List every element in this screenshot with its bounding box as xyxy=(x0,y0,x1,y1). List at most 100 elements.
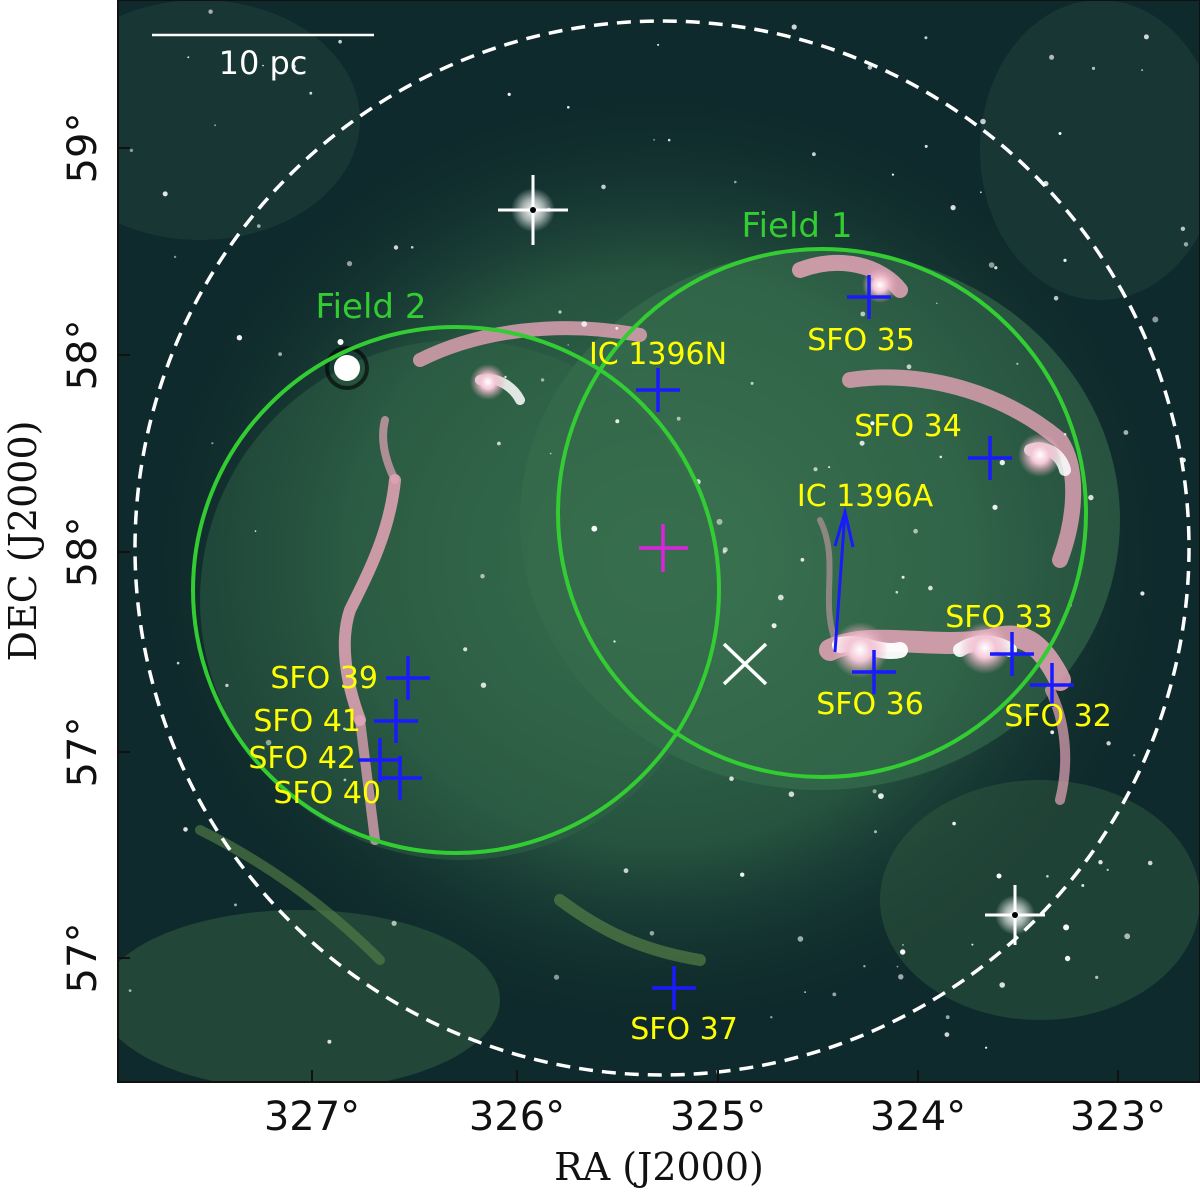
star xyxy=(1046,875,1049,878)
star xyxy=(176,661,180,665)
star xyxy=(257,224,261,228)
star xyxy=(1123,430,1129,435)
star xyxy=(504,375,507,379)
star xyxy=(1124,933,1131,940)
star xyxy=(1049,54,1055,60)
star xyxy=(813,467,818,472)
star xyxy=(553,974,560,980)
plot-frame xyxy=(117,0,1200,1083)
star xyxy=(874,830,877,834)
y-axis-title: DEC (J2000) xyxy=(1,421,45,662)
star xyxy=(393,245,399,250)
star xyxy=(770,1016,773,1019)
star xyxy=(1133,754,1136,757)
star xyxy=(1064,955,1071,962)
star xyxy=(928,585,933,591)
star xyxy=(391,920,397,926)
star xyxy=(1088,494,1094,501)
star xyxy=(1063,432,1067,436)
star xyxy=(971,943,974,946)
star xyxy=(292,64,296,69)
star xyxy=(254,530,257,532)
star xyxy=(549,452,552,455)
star xyxy=(480,574,485,579)
source-label: SFO 35 xyxy=(807,323,915,358)
star xyxy=(804,991,806,993)
star xyxy=(480,682,487,688)
source-label: IC 1396A xyxy=(797,479,934,514)
star xyxy=(891,173,895,176)
source-label: SFO 34 xyxy=(854,409,962,444)
star xyxy=(797,936,804,942)
star xyxy=(1147,860,1153,866)
y-tick-label: 57° xyxy=(60,923,106,994)
star xyxy=(1098,860,1103,865)
x-tick-label: 327° xyxy=(264,1094,360,1140)
star xyxy=(214,124,217,127)
source-marker xyxy=(358,738,402,782)
source-marker xyxy=(847,275,891,319)
star xyxy=(265,739,272,746)
star xyxy=(777,594,784,601)
star xyxy=(1152,316,1159,323)
star xyxy=(800,557,805,562)
star xyxy=(996,873,1002,879)
star xyxy=(615,419,620,424)
star xyxy=(567,344,569,346)
star xyxy=(1106,868,1109,872)
star xyxy=(832,992,837,997)
x-tick-label: 326° xyxy=(469,1094,565,1140)
star xyxy=(1050,730,1055,735)
field-1-label: Field 1 xyxy=(742,206,853,246)
star xyxy=(788,791,795,797)
star xyxy=(898,974,904,980)
star xyxy=(234,903,237,907)
star xyxy=(791,24,797,30)
star xyxy=(716,518,723,525)
x-tick-label: 323° xyxy=(1070,1094,1166,1140)
star xyxy=(128,989,132,992)
source-marker xyxy=(386,656,430,700)
star xyxy=(878,793,884,799)
star xyxy=(812,152,816,157)
source-label: SFO 33 xyxy=(945,600,1053,635)
sky-image: 10 pc Field 1 Field 2 SFO 35 IC 1396N SFO … xyxy=(118,0,1200,1082)
star xyxy=(649,931,655,936)
star xyxy=(1141,69,1144,72)
star xyxy=(208,9,213,14)
star xyxy=(860,311,866,317)
star xyxy=(1016,362,1019,365)
star xyxy=(902,944,904,946)
star xyxy=(129,148,134,153)
star xyxy=(939,455,943,459)
star xyxy=(1180,226,1186,231)
star xyxy=(343,727,346,731)
y-tick-label: 57° xyxy=(60,717,106,788)
star xyxy=(1183,242,1189,247)
star xyxy=(225,683,229,688)
star xyxy=(567,106,570,109)
star xyxy=(988,262,995,268)
bright-star xyxy=(325,346,369,390)
source-marker xyxy=(636,368,680,412)
field-2-label: Field 2 xyxy=(316,287,427,327)
star xyxy=(722,547,728,553)
star xyxy=(901,575,905,579)
field-2-circle xyxy=(191,325,721,855)
star xyxy=(870,421,875,426)
star xyxy=(1143,34,1149,40)
source-marker xyxy=(652,966,696,1010)
star xyxy=(337,339,344,345)
star xyxy=(497,441,501,446)
star xyxy=(896,965,899,968)
star xyxy=(162,191,168,197)
star xyxy=(859,440,865,446)
source-label: IC 1396N xyxy=(589,337,727,372)
star xyxy=(1053,295,1059,301)
star xyxy=(278,352,282,356)
y-ticks xyxy=(118,147,130,959)
star xyxy=(507,92,511,96)
hii-region-boundary xyxy=(133,19,1191,1077)
star xyxy=(900,949,906,955)
